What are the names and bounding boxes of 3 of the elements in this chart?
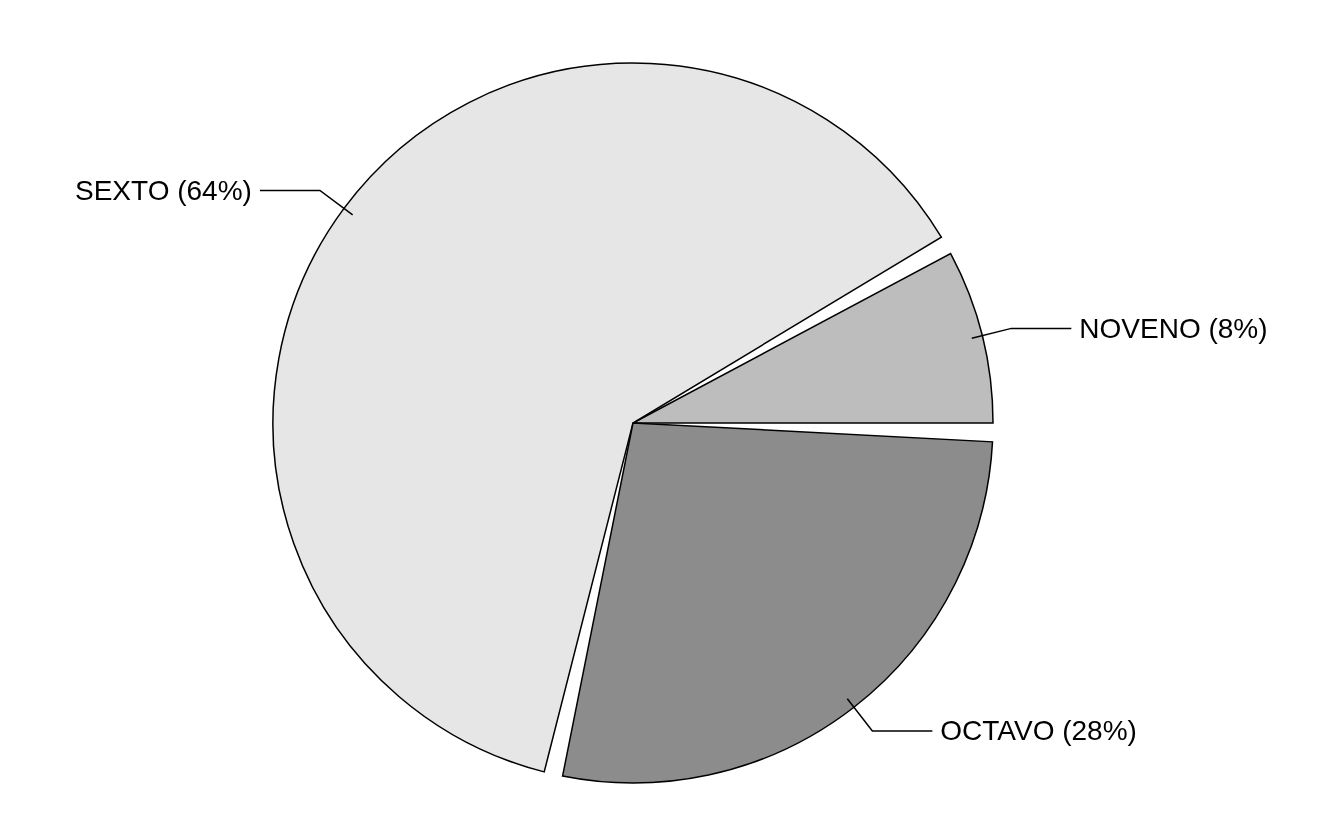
slice-label: OCTAVO (28%) [940, 715, 1137, 747]
slice-label: NOVENO (8%) [1079, 312, 1268, 344]
slice-label: SEXTO (64%) [75, 174, 252, 206]
